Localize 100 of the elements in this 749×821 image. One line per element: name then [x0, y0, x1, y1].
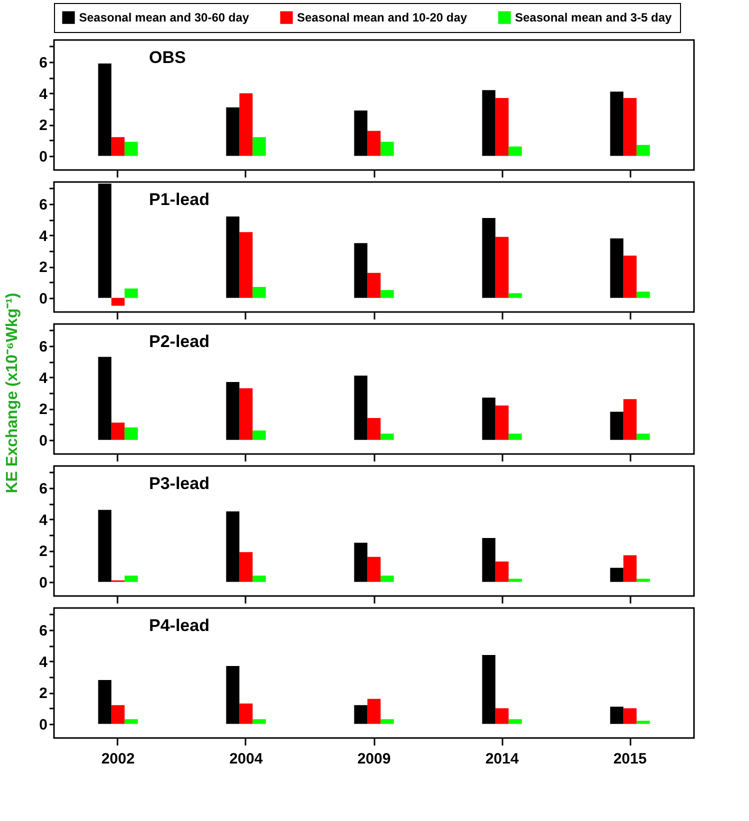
- y-tick-label: 4: [39, 228, 48, 245]
- bar: [111, 298, 125, 306]
- bar: [482, 218, 496, 298]
- y-tick-label: 0: [39, 290, 48, 308]
- text: OBS: [149, 48, 186, 67]
- y-tick-label: 6: [39, 480, 48, 498]
- y-axis-title: KE Exchange (x10⁻⁶Wkg⁻¹): [3, 292, 22, 494]
- bar: [367, 272, 381, 298]
- bar: [252, 576, 266, 582]
- bar: [124, 427, 138, 440]
- x-tick-label: 2009: [357, 750, 391, 768]
- bar: [111, 705, 125, 724]
- y-tick-label: 4: [39, 86, 48, 103]
- bar: [495, 98, 509, 156]
- y-tick-label: 2: [39, 543, 48, 560]
- bar: [98, 184, 112, 298]
- bar: [252, 430, 266, 440]
- bar: [495, 236, 509, 298]
- bar: [98, 510, 112, 582]
- bar: [508, 146, 522, 156]
- legend-label: Seasonal mean and 30-60 day: [79, 10, 250, 25]
- bar: [482, 654, 496, 724]
- bar: [367, 698, 381, 724]
- bar: [623, 399, 637, 440]
- bar: [239, 552, 253, 582]
- bar: [98, 63, 112, 156]
- bar: [636, 720, 650, 724]
- bar: [636, 292, 650, 298]
- y-tick-label: 6: [39, 54, 48, 72]
- bar: [111, 137, 125, 156]
- bar: [636, 434, 650, 440]
- legend-label: Seasonal mean and 10-20 day: [297, 10, 468, 25]
- bar: [610, 92, 624, 156]
- bar: [124, 576, 138, 582]
- bar: [367, 418, 381, 440]
- bar: [239, 388, 253, 440]
- text: P3-lead: [149, 474, 210, 493]
- bar: [380, 434, 394, 440]
- bar: [354, 243, 368, 298]
- bar: [239, 232, 253, 298]
- y-tick-label: 2: [39, 401, 48, 418]
- y-tick-label: 6: [39, 338, 48, 356]
- bar: [252, 286, 266, 298]
- text: P4-lead: [149, 616, 210, 635]
- y-tick-label: 2: [39, 259, 48, 276]
- bar: [367, 130, 381, 156]
- legend-label: Seasonal mean and 3-5 day: [515, 10, 672, 25]
- bar: [482, 398, 496, 440]
- bar: [98, 680, 112, 724]
- bar: [111, 422, 125, 440]
- y-tick-label: 0: [39, 716, 48, 734]
- bar: [354, 110, 368, 156]
- bar: [226, 666, 240, 724]
- bar: [367, 556, 381, 582]
- y-tick-label: 4: [39, 370, 48, 387]
- bar: [380, 719, 394, 724]
- bar: [354, 705, 368, 724]
- bar: [495, 562, 509, 582]
- bar: [610, 706, 624, 724]
- y-tick-label: 0: [39, 432, 48, 450]
- y-tick-label: 0: [39, 148, 48, 166]
- bar: [380, 142, 394, 156]
- bar: [226, 511, 240, 582]
- bar: [239, 93, 253, 156]
- bar: [623, 708, 637, 724]
- bar: [354, 376, 368, 440]
- x-tick-label: 2014: [485, 750, 520, 768]
- bar: [508, 578, 522, 582]
- bar: [482, 538, 496, 582]
- x-tick-label: 2015: [613, 750, 647, 768]
- bar: [636, 144, 650, 156]
- y-tick-label: 4: [39, 654, 48, 671]
- y-tick-label: 6: [39, 622, 48, 640]
- bar: [380, 290, 394, 298]
- bar: [495, 405, 509, 440]
- bar: [380, 576, 394, 582]
- text: P2-lead: [149, 332, 210, 351]
- bar: [124, 719, 138, 724]
- y-tick-label: 2: [39, 685, 48, 702]
- bar: [495, 708, 509, 724]
- bar: [482, 90, 496, 156]
- bar: [124, 288, 138, 298]
- bar: [98, 356, 112, 440]
- bar: [252, 719, 266, 724]
- bar: [508, 434, 522, 440]
- bar: [354, 542, 368, 582]
- bar: [226, 382, 240, 440]
- bar: [508, 719, 522, 724]
- bar: [636, 578, 650, 582]
- text: P1-lead: [149, 190, 210, 209]
- bar: [610, 238, 624, 298]
- bar: [226, 107, 240, 156]
- x-tick-label: 2004: [229, 750, 264, 768]
- bar: [610, 568, 624, 582]
- y-tick-label: 6: [39, 196, 48, 214]
- bar: [124, 142, 138, 156]
- y-tick-label: 4: [39, 512, 48, 529]
- bar: [623, 256, 637, 298]
- bar: [623, 98, 637, 156]
- bar: [508, 293, 522, 298]
